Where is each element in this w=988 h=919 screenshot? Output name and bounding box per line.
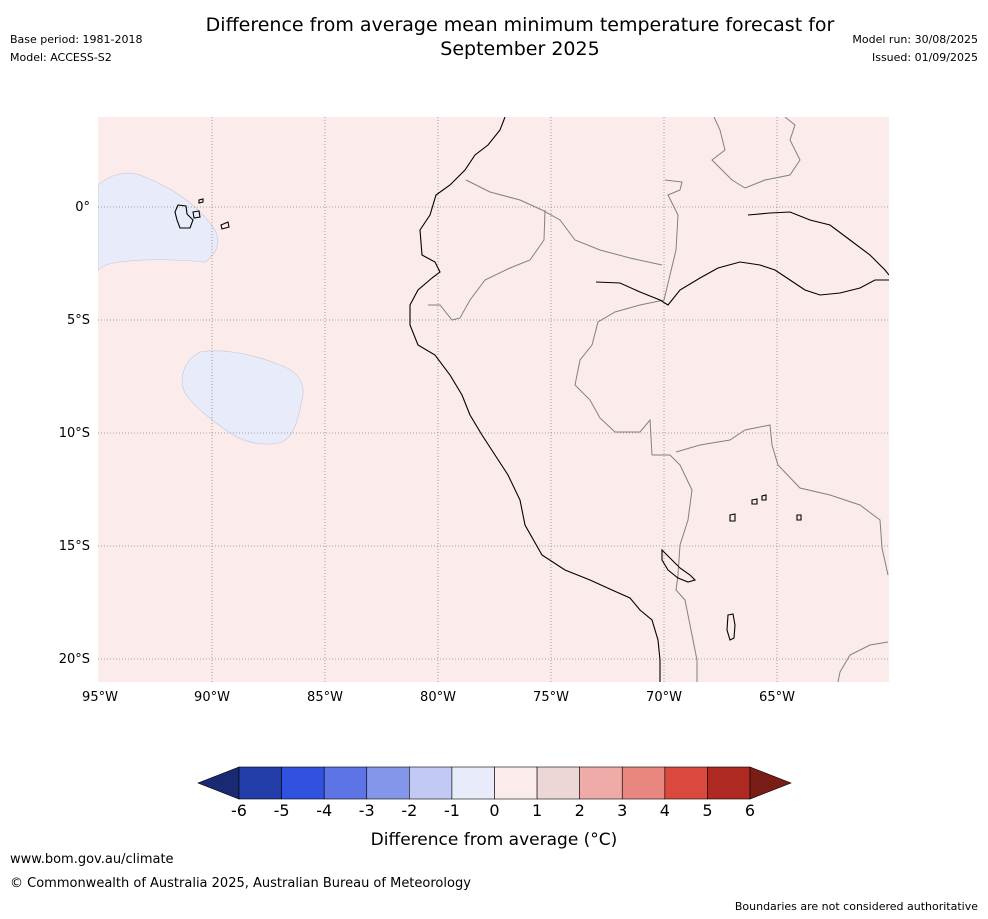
colorbar: -6 -5 -4 -3 -2 -1 0 1 2 3 4 5 6 Difference from aver… (197, 766, 792, 850)
border-colombia-ecuador (465, 179, 663, 266)
lake-small-2 (751, 498, 758, 505)
graticule (98, 117, 889, 682)
lake-poopo (726, 613, 736, 641)
colorbar-bin (409, 766, 453, 800)
colorbar-tick-label: -3 (359, 801, 375, 820)
colorbar-tick-label: -5 (274, 801, 290, 820)
map-title: Difference from average mean minimum tem… (150, 13, 890, 61)
lake-small-3 (761, 494, 767, 501)
colorbar-bin (621, 766, 666, 800)
colorbar-bin (664, 766, 708, 800)
lon-label-80w: 80°W (420, 690, 456, 705)
border-bolivia-chile (837, 641, 889, 682)
model-text: Model: ACCESS-S2 (10, 51, 112, 64)
lon-label-90w: 90°W (194, 690, 230, 705)
border-peru-bolivia (652, 454, 698, 682)
coastline-negro-river (747, 211, 889, 276)
border-colombia-brazil (663, 179, 683, 301)
coastline (409, 117, 889, 682)
lon-label-85w: 85°W (307, 690, 343, 705)
colorbar-under-arrow (197, 766, 240, 800)
colorbar-tick-label: 0 (489, 801, 499, 820)
negative-anomaly-region-galapagos (98, 172, 219, 271)
colorbar-tick-label: 4 (660, 801, 670, 820)
colorbar-tick-label: 1 (532, 801, 542, 820)
colorbar-tick-label: 6 (745, 801, 755, 820)
issued-text: Issued: 01/09/2025 (871, 51, 978, 64)
negative-anomaly-region-southeast-pacific (181, 350, 304, 445)
border-ecuador-peru (428, 209, 546, 321)
lon-label-70w: 70°W (646, 690, 682, 705)
base-period-text: Base period: 1981-2018 (10, 33, 143, 46)
lat-label-5s: 5°S (67, 313, 90, 328)
colorbar-bin (281, 766, 325, 800)
colorbar-bin (366, 766, 410, 800)
colorbar-tick-label: 2 (575, 801, 585, 820)
coastline-lake-titicaca (661, 548, 697, 583)
colorbar-bin (238, 766, 282, 800)
country-borders (428, 117, 889, 682)
colorbar-ticks: -6 -5 -4 -3 -2 -1 0 1 2 3 4 5 6 (231, 801, 755, 820)
lat-label-10s: 10°S (59, 426, 90, 441)
lat-label-0: 0° (75, 200, 90, 215)
model-run-text: Model run: 30/08/2025 (852, 33, 978, 46)
colorbar-tick-label: -6 (231, 801, 247, 820)
lon-label-75w: 75°W (533, 690, 569, 705)
lake-small-4 (796, 514, 802, 521)
colorbar-tick-label: -2 (401, 801, 417, 820)
colorbar-tick-label: 3 (617, 801, 627, 820)
island-isabela (174, 204, 194, 229)
colorbar-bin (579, 766, 623, 800)
border-colombia-venezuela (711, 117, 801, 189)
lat-label-20s: 20°S (59, 652, 90, 667)
footer-url[interactable]: www.bom.gov.au/climate (10, 852, 174, 867)
map-title-line-2: September 2025 (440, 38, 600, 60)
axis-labels: 0° 5°S 10°S 15°S 20°S 95°W 90°W 85°W 80°… (59, 200, 795, 705)
map-layers (98, 117, 889, 682)
lake-small-1 (729, 513, 736, 522)
island-santa-cruz (192, 210, 201, 219)
lon-label-95w: 95°W (82, 690, 118, 705)
colorbar-tick-label: 5 (702, 801, 712, 820)
colorbar-label: Difference from average (°C) (371, 830, 618, 850)
colorbar-over-arrow (749, 766, 792, 800)
colorbar-bin (536, 766, 580, 800)
colorbar-bins (238, 766, 751, 800)
lon-label-65w: 65°W (759, 690, 795, 705)
border-bolivia-brazil (675, 424, 889, 576)
footer-copyright: © Commonwealth of Australia 2025, Austra… (10, 876, 471, 891)
colorbar-bin (451, 766, 495, 800)
colorbar-bin (323, 766, 368, 800)
coastline-south-america-pacific (409, 117, 661, 682)
colorbar-bin (494, 766, 538, 800)
coastline-amazon-river (595, 261, 889, 306)
border-peru-brazil (574, 299, 665, 456)
colorbar-bin (707, 766, 751, 800)
galapagos-islands (174, 198, 230, 230)
footer-note: Boundaries are not considered authoritat… (734, 900, 978, 913)
lat-label-15s: 15°S (59, 539, 90, 554)
lakes (726, 494, 802, 641)
island-san-cristobal (220, 221, 230, 230)
map-title-line-1: Difference from average mean minimum tem… (205, 14, 835, 36)
island-san-salvador (198, 198, 204, 204)
colorbar-tick-label: -1 (444, 801, 460, 820)
colorbar-tick-label: -4 (316, 801, 332, 820)
